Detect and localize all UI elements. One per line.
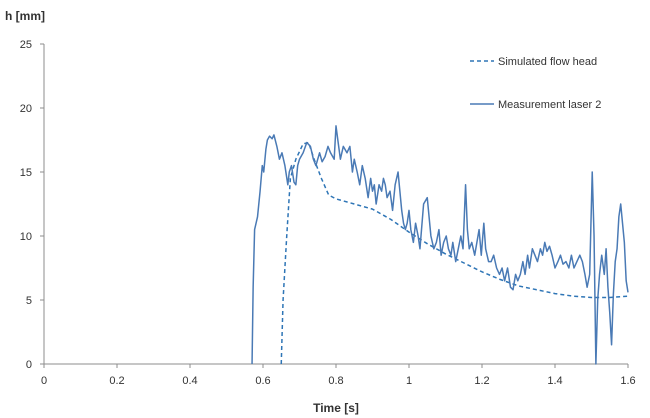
legend-label-simulated: Simulated flow head [498,56,597,68]
x-tick-label: 1 [406,375,412,387]
x-axis-title: Time [s] [313,401,359,415]
series-line-simulated-flow-head [280,141,629,365]
y-tick-label: 5 [26,295,32,307]
x-tick-label: 0.6 [255,375,270,387]
x-tick-label: 0.2 [109,375,124,387]
legend: Simulated flow head Measurement laser 2 [470,56,601,111]
x-tick-label: 0.4 [182,375,197,387]
x-tick-label: 1.6 [620,375,635,387]
y-tick-label: 25 [20,39,32,51]
legend-label-measurement: Measurement laser 2 [498,99,601,111]
series-line-measurement-laser-2 [251,125,629,365]
y-tick-label: 10 [20,231,32,243]
x-tick-label: 1.4 [547,375,562,387]
x-tick-label: 1.2 [474,375,489,387]
y-ticks: 0 5 10 15 20 25 [20,39,44,371]
y-tick-label: 15 [20,167,32,179]
x-tick-label: 0.8 [328,375,343,387]
series-layer [251,125,629,365]
y-tick-label: 20 [20,103,32,115]
x-ticks: 0 0.2 0.4 0.6 0.8 1 1.2 1.4 1.6 [41,364,636,387]
plot-area: 0 5 10 15 20 25 0 0.2 0.4 0.6 0.8 1 1.2 1.4 1.6 [20,39,636,387]
y-axis-title: h [mm] [5,9,45,23]
x-tick-label: 0 [41,375,47,387]
y-tick-label: 0 [26,359,32,371]
